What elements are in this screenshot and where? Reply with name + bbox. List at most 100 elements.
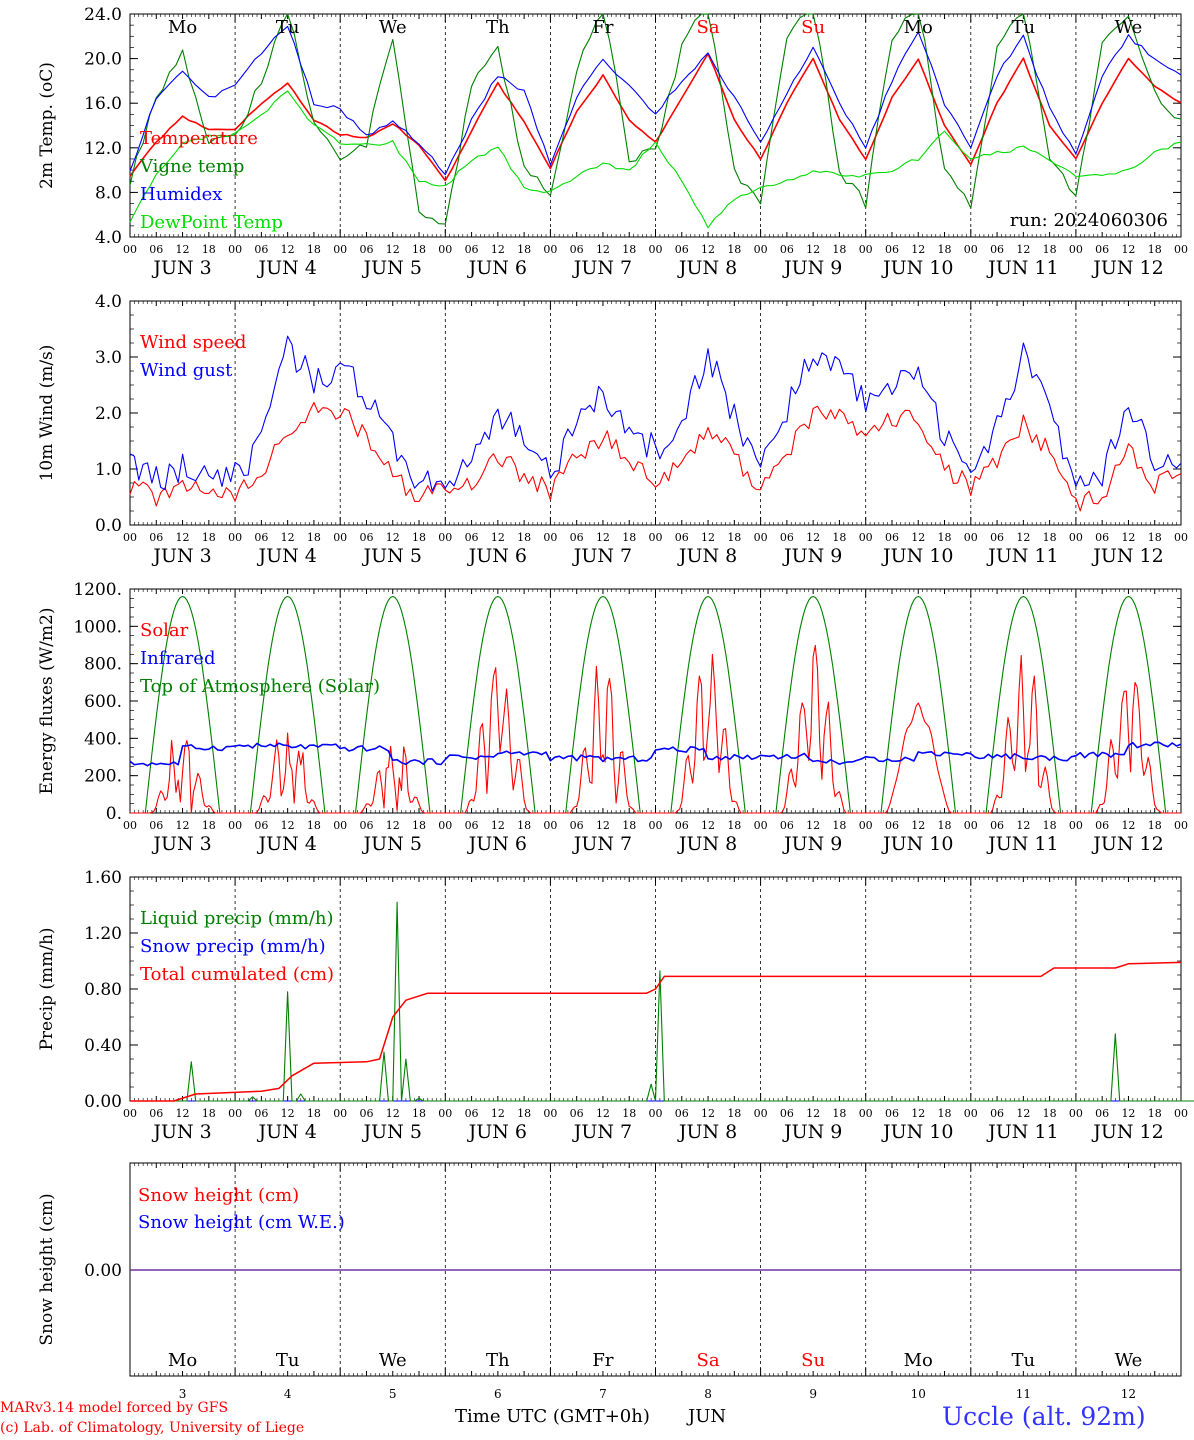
hour-label: 12 [176, 819, 190, 832]
hour-label: 12 [491, 1107, 505, 1120]
hour-label: 12 [701, 531, 715, 544]
hour-label: 12 [596, 819, 610, 832]
hour-label: 18 [412, 1107, 426, 1120]
day-number: 6 [494, 1387, 502, 1401]
hour-label: 12 [176, 243, 190, 256]
hour-label: 00 [123, 1107, 137, 1120]
y-tick-label: 16.0 [84, 94, 122, 114]
hour-label: 00 [543, 1107, 557, 1120]
series-dewpoint-temp [129, 90, 1182, 229]
hour-label: 06 [149, 1107, 163, 1120]
hour-label: 00 [964, 1107, 978, 1120]
hour-label: 18 [517, 819, 531, 832]
date-label: JUN 4 [256, 545, 316, 567]
hour-label: 06 [1095, 531, 1109, 544]
day-number: 4 [284, 1387, 292, 1401]
hour-label: 00 [859, 243, 873, 256]
hour-label: 00 [438, 1107, 452, 1120]
hour-label: 12 [491, 819, 505, 832]
series-liquid-precip [130, 901, 1194, 1102]
hour-label: 06 [780, 243, 794, 256]
hour-label: 12 [281, 1107, 295, 1120]
credit-line-2: (c) Lab. of Climatology, University of L… [0, 1420, 305, 1436]
date-label: JUN 6 [467, 545, 527, 567]
hour-label: 12 [596, 1107, 610, 1120]
y-axis-label: Snow height (cm) [37, 1193, 57, 1345]
day-name: Tu [276, 17, 300, 38]
series-vigne-temp [129, 13, 1182, 225]
hour-label: 06 [465, 531, 479, 544]
hour-label: 18 [832, 243, 846, 256]
hour-label: 00 [649, 243, 663, 256]
hour-label: 12 [281, 819, 295, 832]
hour-label: 18 [622, 243, 636, 256]
hour-label: 06 [1095, 243, 1109, 256]
hour-label: 00 [754, 243, 768, 256]
hour-label: 18 [832, 1107, 846, 1120]
y-tick-label: 800. [84, 655, 122, 675]
legend-entry: Top of Atmosphere (Solar) [140, 676, 380, 697]
day-name: Su [801, 17, 825, 38]
day-name: Tu [1012, 1350, 1036, 1371]
hour-label: 00 [1174, 819, 1188, 832]
date-label: JUN 7 [572, 545, 632, 567]
hour-label: 12 [491, 243, 505, 256]
panel-frame [129, 13, 1182, 238]
hour-label: 00 [123, 819, 137, 832]
hour-label: 12 [701, 1107, 715, 1120]
hour-label: 12 [596, 531, 610, 544]
hour-label: 06 [675, 1107, 689, 1120]
hour-label: 18 [1043, 1107, 1057, 1120]
hour-label: 00 [543, 243, 557, 256]
date-label: JUN 12 [1091, 833, 1163, 855]
hour-label: 00 [333, 1107, 347, 1120]
hour-label: 06 [359, 243, 373, 256]
hour-label: 00 [123, 531, 137, 544]
day-number: 8 [704, 1387, 712, 1401]
hour-label: 18 [517, 531, 531, 544]
hour-label: 06 [675, 531, 689, 544]
hour-label: 12 [176, 531, 190, 544]
date-label: JUN 5 [362, 545, 422, 567]
date-label: JUN 12 [1091, 257, 1163, 279]
hour-label: 18 [1043, 531, 1057, 544]
day-name: We [1115, 17, 1143, 38]
y-tick-label: 1000. [73, 617, 122, 637]
y-tick-label: 600. [84, 692, 122, 712]
hour-label: 18 [202, 531, 216, 544]
hour-label: 18 [1148, 819, 1162, 832]
hour-label: 00 [228, 531, 242, 544]
hour-label: 00 [1069, 531, 1083, 544]
hour-label: 18 [727, 243, 741, 256]
hour-label: 12 [1121, 1107, 1135, 1120]
date-label: JUN 11 [986, 1121, 1058, 1143]
y-tick-label: 1.0 [95, 460, 122, 480]
hour-label: 12 [176, 1107, 190, 1120]
hour-label: 00 [438, 243, 452, 256]
date-label: JUN 4 [256, 1121, 316, 1143]
y-tick-label: 400. [84, 729, 122, 749]
hour-label: 06 [1095, 1107, 1109, 1120]
hour-label: 06 [990, 1107, 1004, 1120]
date-label: JUN 8 [677, 545, 737, 567]
date-label: JUN 12 [1091, 545, 1163, 567]
hour-label: 12 [491, 531, 505, 544]
legend-entry: Wind speed [140, 332, 246, 353]
legend-entry: Temperature [140, 128, 258, 149]
hour-label: 00 [438, 531, 452, 544]
hour-label: 18 [622, 531, 636, 544]
hour-label: 12 [386, 819, 400, 832]
day-name: Mo [168, 1350, 197, 1371]
hour-label: 12 [281, 531, 295, 544]
hour-label: 06 [570, 819, 584, 832]
hour-label: 06 [359, 819, 373, 832]
series-total-cumulated [130, 961, 1182, 1102]
date-label: JUN 6 [467, 833, 527, 855]
hour-label: 18 [517, 1107, 531, 1120]
hour-label: 00 [1069, 1107, 1083, 1120]
day-number: 10 [911, 1387, 926, 1401]
hour-label: 06 [149, 531, 163, 544]
